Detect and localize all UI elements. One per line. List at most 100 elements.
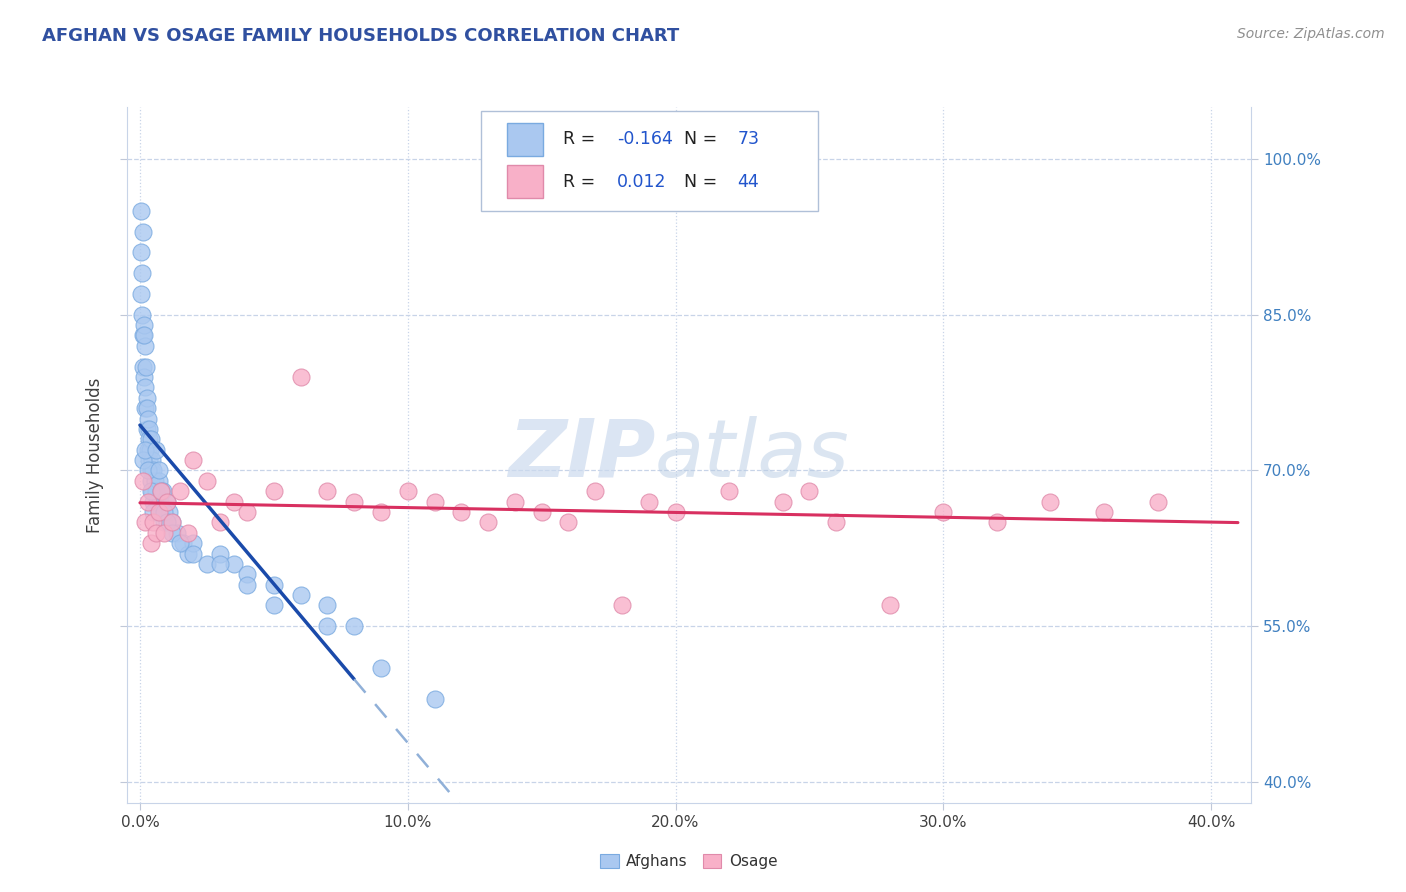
Text: 73: 73	[737, 130, 759, 148]
Point	[139, 536, 162, 550]
Point	[132, 359, 155, 374]
Point	[932, 505, 955, 519]
Point	[183, 453, 205, 467]
Point	[557, 516, 579, 530]
Point	[134, 401, 156, 416]
Point	[131, 328, 153, 343]
Point	[236, 567, 259, 582]
Point	[142, 463, 165, 477]
Point	[132, 318, 155, 332]
Point	[169, 484, 191, 499]
Text: ZIP: ZIP	[508, 416, 655, 494]
Point	[370, 661, 392, 675]
Point	[209, 547, 232, 561]
Point	[477, 516, 499, 530]
Point	[183, 536, 205, 550]
Point	[139, 433, 162, 447]
Point	[195, 557, 218, 571]
Point	[316, 599, 339, 613]
FancyBboxPatch shape	[506, 123, 543, 156]
Point	[143, 474, 166, 488]
Point	[236, 505, 259, 519]
Point	[152, 484, 174, 499]
Point	[236, 578, 259, 592]
Point	[156, 494, 179, 508]
Point	[132, 328, 155, 343]
Point	[423, 692, 446, 706]
Point	[222, 494, 245, 508]
Point	[148, 463, 170, 477]
Point	[160, 525, 183, 540]
Point	[825, 516, 848, 530]
Point	[153, 525, 176, 540]
Point	[195, 474, 218, 488]
Point	[157, 505, 180, 519]
Point	[503, 494, 526, 508]
Text: 0.012: 0.012	[617, 173, 666, 191]
Point	[166, 525, 188, 540]
Point	[583, 484, 606, 499]
Point	[156, 494, 179, 508]
Text: 44: 44	[737, 173, 759, 191]
Point	[1146, 494, 1168, 508]
Point	[138, 453, 160, 467]
FancyBboxPatch shape	[506, 165, 543, 198]
Point	[131, 474, 153, 488]
Text: Source: ZipAtlas.com: Source: ZipAtlas.com	[1237, 27, 1385, 41]
Point	[136, 442, 159, 457]
Point	[986, 516, 1008, 530]
Point	[145, 442, 167, 457]
Point	[879, 599, 901, 613]
Point	[138, 433, 160, 447]
Point	[136, 463, 159, 477]
Point	[136, 411, 159, 425]
Text: R =: R =	[562, 173, 606, 191]
Y-axis label: Family Households: Family Households	[86, 377, 104, 533]
Point	[134, 516, 156, 530]
Text: AFGHAN VS OSAGE FAMILY HOUSEHOLDS CORRELATION CHART: AFGHAN VS OSAGE FAMILY HOUSEHOLDS CORREL…	[42, 27, 679, 45]
Point	[209, 557, 232, 571]
Point	[177, 525, 200, 540]
Point	[290, 370, 312, 384]
Point	[139, 463, 162, 477]
Point	[150, 484, 173, 499]
Point	[131, 453, 153, 467]
Point	[209, 516, 232, 530]
Point	[1092, 505, 1115, 519]
Point	[222, 557, 245, 571]
Point	[263, 578, 285, 592]
Point	[172, 536, 194, 550]
Point	[1039, 494, 1062, 508]
Text: N =: N =	[685, 130, 723, 148]
Point	[135, 391, 157, 405]
Point	[136, 401, 159, 416]
FancyBboxPatch shape	[481, 111, 818, 211]
Point	[129, 203, 152, 218]
Point	[138, 422, 160, 436]
Point	[142, 494, 165, 508]
Point	[343, 619, 366, 633]
Point	[149, 494, 172, 508]
Point	[129, 287, 152, 301]
Point	[160, 516, 183, 530]
Point	[134, 339, 156, 353]
Point	[145, 484, 167, 499]
Point	[135, 359, 157, 374]
Point	[131, 308, 153, 322]
Legend: Afghans, Osage: Afghans, Osage	[595, 848, 783, 875]
Point	[183, 547, 205, 561]
Point	[131, 266, 153, 280]
Point	[263, 484, 285, 499]
Point	[139, 484, 162, 499]
Point	[129, 245, 152, 260]
Point	[263, 599, 285, 613]
Point	[141, 474, 163, 488]
Point	[156, 516, 179, 530]
Point	[134, 442, 156, 457]
Point	[450, 505, 472, 519]
Point	[131, 225, 153, 239]
Point	[343, 494, 366, 508]
Point	[150, 484, 173, 499]
Point	[290, 588, 312, 602]
Point	[664, 505, 686, 519]
